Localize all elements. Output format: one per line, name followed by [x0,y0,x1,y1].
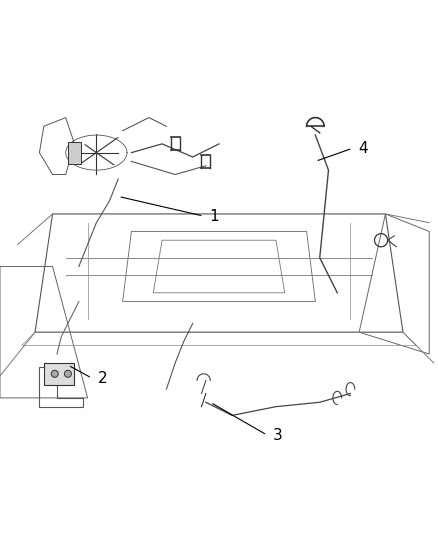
Text: 1: 1 [210,208,219,224]
Bar [44,363,74,385]
Text: 2: 2 [98,370,108,386]
Text: 3: 3 [273,427,283,442]
Bar [68,142,81,164]
Circle shape [51,370,58,377]
Text: 4: 4 [359,141,368,156]
Circle shape [64,370,71,377]
